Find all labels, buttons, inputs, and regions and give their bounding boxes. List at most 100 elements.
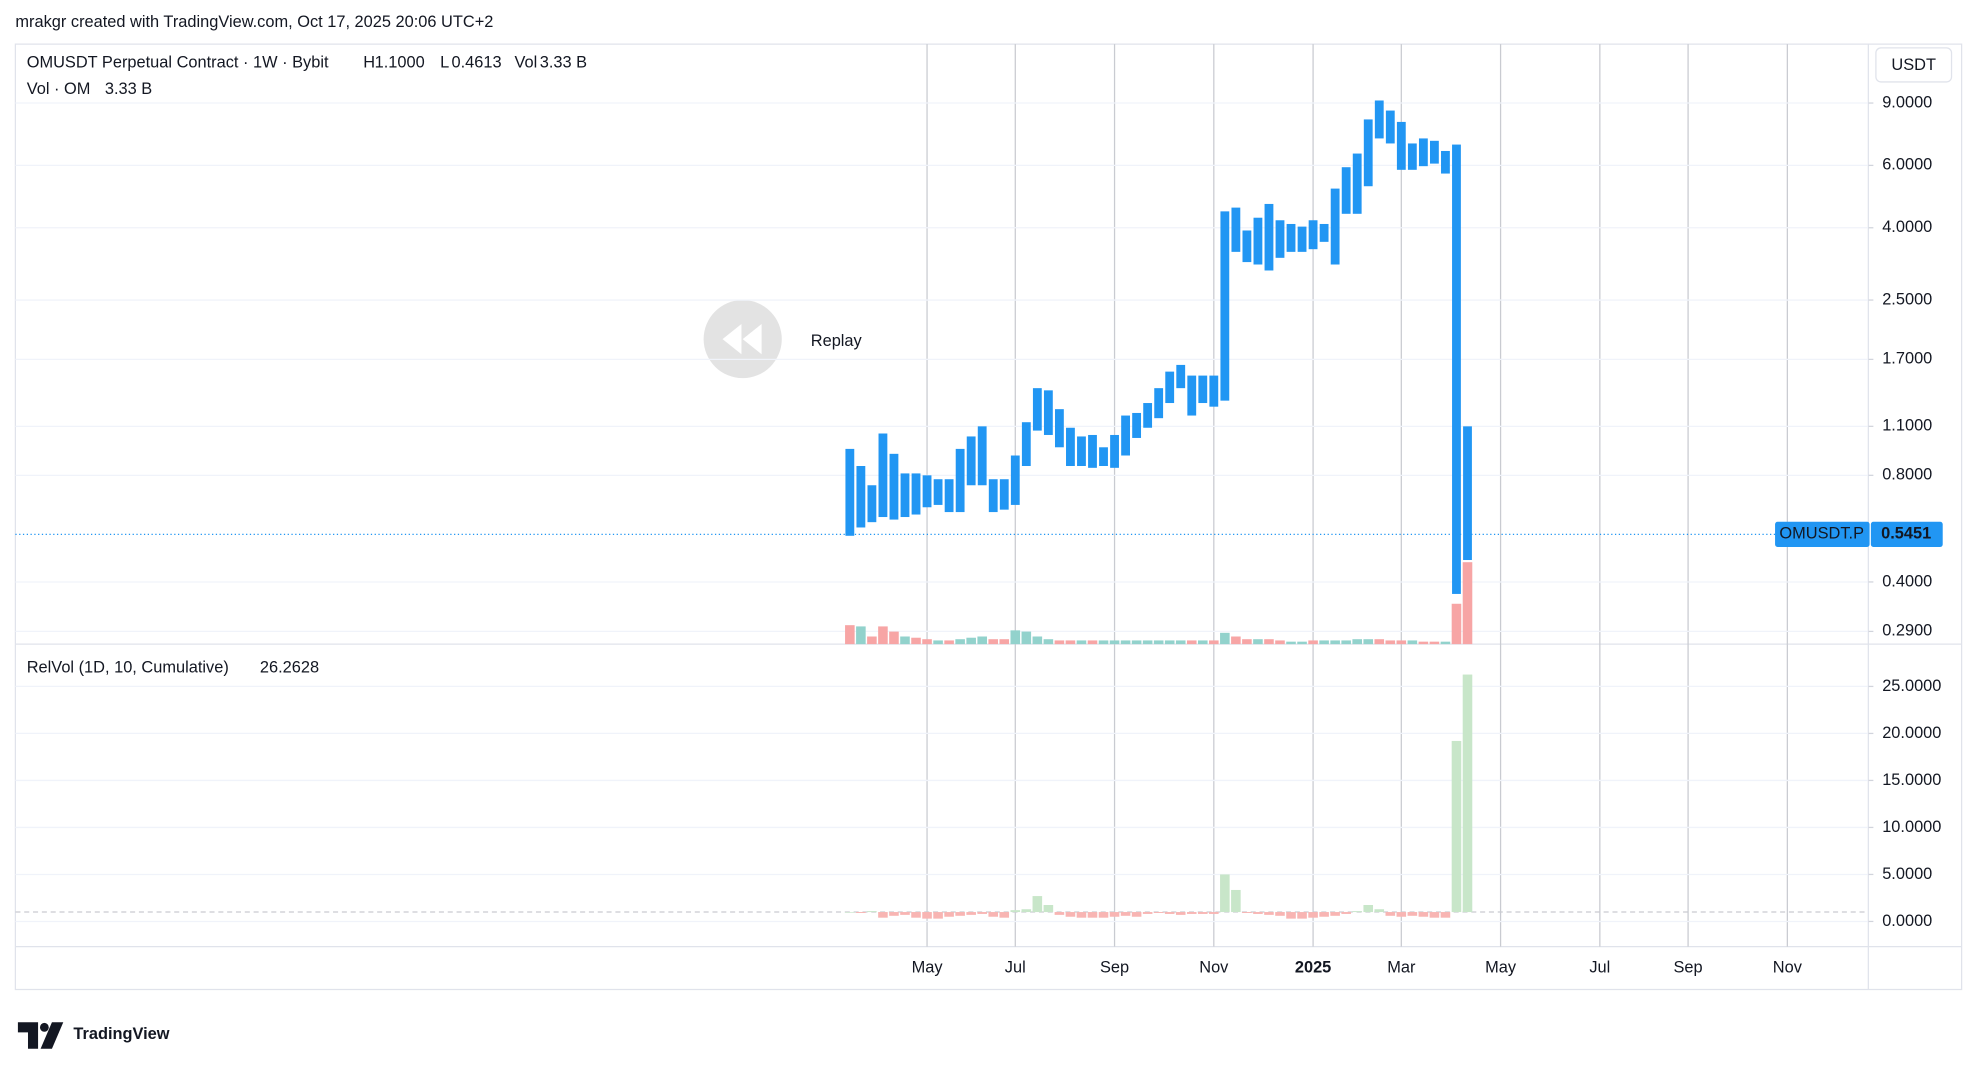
y-tick-label: 4.0000 xyxy=(1882,218,1932,236)
y-tick-label: 0.2900 xyxy=(1882,622,1932,640)
relvol-bar xyxy=(922,912,932,919)
relvol-bar xyxy=(1297,912,1307,919)
volume-bar xyxy=(1286,641,1296,645)
y-tick-label: 6.0000 xyxy=(1882,156,1932,174)
price-bar xyxy=(933,479,943,505)
volume-bar xyxy=(922,639,932,645)
price-bar xyxy=(988,479,998,513)
relvol-bar xyxy=(1319,912,1329,917)
volume-bar xyxy=(955,639,965,645)
relvol-bar xyxy=(1220,874,1230,913)
price-bar xyxy=(1463,426,1472,561)
y-tick-label: 9.0000 xyxy=(1882,93,1932,111)
relvol-bar xyxy=(1043,904,1054,913)
price-bar xyxy=(1418,138,1428,167)
relvol-bar xyxy=(1396,912,1407,917)
relvol-bar xyxy=(1286,912,1296,919)
price-bar xyxy=(856,466,866,528)
price-bar xyxy=(1110,434,1119,468)
price-bar xyxy=(1441,150,1450,174)
price-bar xyxy=(1187,375,1197,416)
price-bar xyxy=(1021,422,1031,467)
relvol-bar xyxy=(1087,912,1098,918)
price-bar xyxy=(1429,140,1439,164)
relvol-bar xyxy=(1175,912,1186,915)
last-price-label: 0.5451 xyxy=(1881,525,1931,543)
x-tick-label: May xyxy=(1485,958,1517,976)
price-bar xyxy=(955,448,965,513)
price-bar xyxy=(1054,409,1064,448)
volume-bar xyxy=(1451,603,1462,645)
indicator-value: 26.2628 xyxy=(260,658,319,676)
relvol-bar xyxy=(1186,912,1197,914)
volume-bar xyxy=(1407,640,1418,645)
price-bar xyxy=(911,473,921,515)
relvol-bar xyxy=(889,912,899,916)
volume-bar xyxy=(988,639,999,645)
price-bar xyxy=(1066,427,1075,467)
price-bar xyxy=(1374,100,1384,139)
price-bar xyxy=(1253,217,1263,265)
volume-bar xyxy=(1374,639,1385,645)
price-bar xyxy=(1231,207,1241,252)
relvol-bar xyxy=(1032,896,1043,913)
legend-value: 1.1000 xyxy=(375,53,425,71)
symbol-label-bg xyxy=(1775,521,1870,547)
volume-bar xyxy=(1186,640,1197,645)
relvol-bar xyxy=(1275,912,1285,916)
volume-legend-value: 3.33 B xyxy=(105,80,152,98)
volume-bar xyxy=(1253,639,1263,645)
volume-bar xyxy=(1197,640,1208,645)
relvol-bar xyxy=(1363,904,1374,913)
relvol-bar xyxy=(955,912,965,916)
unit-button[interactable] xyxy=(1875,47,1953,83)
price-bar xyxy=(878,433,888,518)
relvol-bar xyxy=(1264,912,1274,915)
relvol-bar xyxy=(911,912,921,918)
volume-bar xyxy=(845,625,855,645)
price-bar xyxy=(922,475,932,508)
price-bar xyxy=(1308,220,1318,250)
price-bar xyxy=(1341,167,1351,214)
relvol-bar xyxy=(1076,912,1087,918)
volume-bar xyxy=(900,636,910,645)
volume-legend: Vol · OM xyxy=(27,80,91,98)
price-bar xyxy=(999,479,1009,510)
volume-bar xyxy=(1109,640,1120,645)
price-bar xyxy=(889,453,899,520)
relvol-bar xyxy=(1142,912,1153,914)
relvol-bar xyxy=(1341,912,1351,914)
relvol-bar xyxy=(1418,912,1429,917)
price-bar xyxy=(1077,436,1086,467)
relvol-bar xyxy=(856,912,866,913)
relvol-bar xyxy=(1242,912,1252,913)
relvol-bar xyxy=(1429,912,1440,918)
relvol-bar xyxy=(1209,912,1219,914)
indicator-legend: RelVol (1D, 10, Cumulative) xyxy=(27,658,229,676)
volume-bar xyxy=(1264,639,1274,645)
volume-bar xyxy=(1418,641,1429,645)
volume-bar xyxy=(1120,640,1131,645)
volume-bar xyxy=(1330,640,1340,645)
price-bar xyxy=(1330,188,1340,265)
legend-key: L xyxy=(440,53,449,71)
relvol-bar xyxy=(1109,912,1120,917)
price-bar xyxy=(1452,144,1461,594)
volume-bar xyxy=(1396,640,1407,645)
price-bar xyxy=(1032,388,1042,431)
volume-bar xyxy=(1032,636,1043,645)
volume-bar xyxy=(1385,640,1396,645)
price-bar xyxy=(1043,390,1053,435)
price-bar xyxy=(1088,434,1097,468)
relvol-bar xyxy=(944,912,954,917)
price-bar xyxy=(1286,223,1296,252)
relvol-bar xyxy=(999,912,1010,918)
relvol-bar xyxy=(1010,910,1021,913)
relvol-bar xyxy=(1164,912,1175,914)
volume-bar xyxy=(999,639,1010,645)
volume-bar xyxy=(933,640,943,645)
relvol-bar xyxy=(1330,912,1340,916)
relvol-bar xyxy=(878,912,888,918)
relvol-bar xyxy=(1407,912,1418,916)
